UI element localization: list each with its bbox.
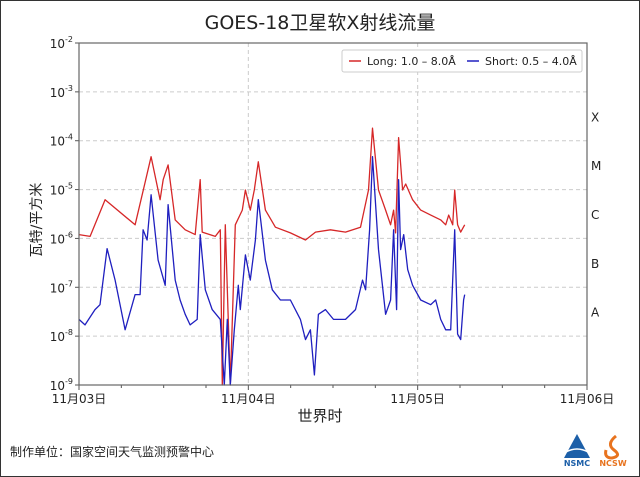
x-axis-label: 世界时 (297, 407, 343, 425)
chart-title: GOES-18卫星软X射线流量 (204, 12, 436, 34)
ncsw-logo: NCSW (599, 434, 627, 468)
legend-label: Short: 0.5 – 4.0Å (485, 55, 577, 68)
plot-area (78, 42, 588, 386)
nsmc-logo-text: NSMC (564, 459, 590, 468)
y-tick-label: 10-2 (50, 35, 73, 51)
credit-text: 制作单位：国家空间天气监测预警中心 (10, 445, 215, 459)
flare-class-label: A (591, 306, 600, 320)
flare-class-label: B (591, 257, 599, 271)
nsmc-logo: NSMC (564, 434, 590, 468)
y-tick-label: 10-5 (50, 182, 73, 198)
y-tick-label: 10-7 (50, 279, 73, 295)
ncsw-logo-text: NCSW (599, 459, 626, 468)
x-tick-label: 11月03日 (52, 392, 107, 406)
y-tick-label: 10-8 (50, 328, 73, 344)
y-tick-label: 10-6 (50, 230, 73, 246)
x-tick-label: 11月04日 (221, 392, 276, 406)
flare-class-label: M (591, 159, 601, 173)
x-tick-label: 11月05日 (390, 392, 445, 406)
y-tick-label: 10-9 (50, 377, 73, 393)
short-flux-line (78, 156, 466, 386)
x-tick-label: 11月06日 (560, 392, 615, 406)
y-tick-label: 10-3 (50, 84, 73, 100)
long-flux-line (78, 127, 466, 386)
legend (341, 49, 583, 73)
y-tick-label: 10-4 (50, 133, 73, 149)
flare-class-label: C (591, 208, 599, 222)
flare-class-label: X (591, 110, 599, 124)
legend-label: Long: 1.0 – 8.0Å (367, 55, 456, 68)
